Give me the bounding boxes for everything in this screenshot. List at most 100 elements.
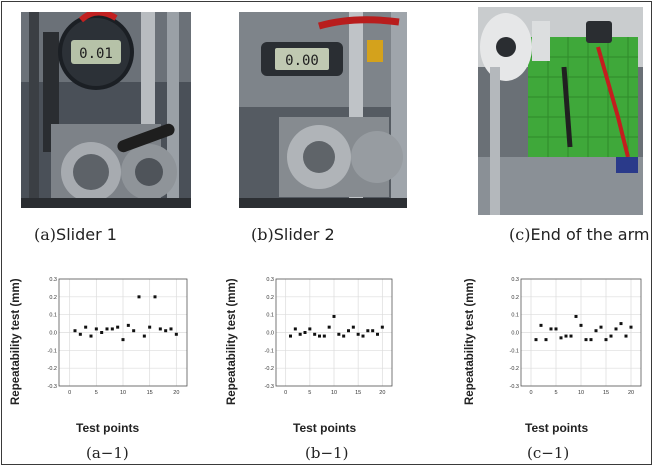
caption-c-label: End of the arm: [530, 225, 650, 244]
chart-b1-xlabel: Test points: [293, 421, 357, 435]
y-tick-label: -0.1: [48, 348, 57, 354]
chart-b1-tag: (b−1): [305, 444, 349, 462]
data-point: [164, 329, 168, 333]
y-tick-label: -0.3: [265, 384, 274, 390]
data-point: [169, 327, 173, 331]
caption-b-label: Slider 2: [273, 225, 335, 244]
data-point: [342, 334, 346, 338]
photo-slider-1: 0.01: [21, 12, 191, 208]
y-tick-label: 0.3: [49, 277, 57, 283]
chart-b1-svg: -0.3 -0.2 -0.1 0.0 0.1 0.2 0.3 0 5 10 15 20: [265, 277, 393, 396]
x-tick-label: 5: [554, 390, 557, 396]
data-point: [599, 325, 603, 329]
y-tick-label: -0.2: [48, 366, 57, 372]
chart-c1-tag: (c−1): [527, 444, 570, 462]
y-tick-label: 0.0: [511, 331, 519, 337]
chart-c1-xlabel: Test points: [525, 421, 589, 435]
chart-c1-ylabel: Repeatability test (mm): [464, 278, 476, 405]
photo-end-of-arm: [478, 7, 643, 215]
chart-c1-svg: -0.3 -0.2 -0.1 0.0 0.1 0.2 0.3 0 5 10 15 20: [510, 277, 642, 396]
plot-frame: [275, 278, 393, 387]
x-tick-label: 0: [529, 390, 532, 396]
y-tick-label: -0.2: [265, 366, 274, 372]
data-point: [534, 338, 538, 342]
caption-a: (a)Slider 1: [34, 225, 117, 244]
data-point: [289, 334, 292, 338]
x-tick-label: 15: [147, 390, 153, 396]
x-tick-label: 10: [120, 390, 126, 396]
y-tick-label: 0.1: [511, 313, 519, 319]
caption-a-label: Slider 1: [56, 225, 117, 244]
data-point: [158, 327, 162, 331]
caption-b-tag: (b): [251, 225, 274, 244]
data-point: [624, 334, 628, 338]
chart-a1-tag: (a−1): [86, 444, 129, 462]
data-point: [371, 329, 375, 333]
x-tick-label: 20: [173, 390, 179, 396]
data-point: [549, 327, 553, 331]
caption-b: (b)Slider 2: [251, 225, 335, 244]
data-point: [361, 334, 365, 338]
data-point: [376, 332, 379, 336]
data-point: [73, 329, 77, 333]
x-tick-label: 10: [331, 390, 337, 396]
data-point: [629, 325, 633, 329]
data-point: [380, 325, 384, 329]
data-point: [351, 325, 355, 329]
data-point: [78, 332, 82, 336]
caption-c-tag: (c): [509, 225, 531, 244]
x-tick-label: 0: [284, 390, 287, 396]
x-tick-label: 0: [68, 390, 71, 396]
data-point: [318, 334, 321, 338]
data-point: [142, 334, 146, 338]
y-tick-label: 0.0: [266, 331, 274, 337]
data-point: [322, 334, 326, 338]
data-point: [308, 327, 312, 331]
data-point: [174, 332, 178, 336]
y-tick-label: 0.1: [266, 313, 274, 319]
data-point: [347, 329, 350, 333]
data-point: [579, 323, 583, 327]
chart-a1-svg: -0.3 -0.2 -0.1 0.0 0.1 0.2 0.3 0 5 10 15 20: [48, 277, 188, 396]
y-tick-label: -0.2: [510, 366, 519, 372]
x-tick-label: 20: [628, 390, 634, 396]
y-tick-label: -0.1: [510, 348, 519, 354]
data-point: [609, 334, 613, 338]
data-point: [544, 338, 548, 342]
data-point: [327, 325, 331, 329]
data-point: [589, 338, 593, 342]
data-point: [105, 327, 109, 331]
data-point: [584, 338, 588, 342]
data-point: [84, 325, 88, 329]
data-point: [569, 334, 573, 338]
data-point: [332, 314, 336, 318]
data-point: [137, 295, 141, 299]
caption-a-tag: (a): [34, 225, 57, 244]
y-tick-label: 0.3: [266, 277, 274, 283]
y-tick-label: 0.0: [49, 331, 57, 337]
data-point: [337, 332, 341, 336]
data-point: [153, 295, 157, 299]
x-tick-label: 5: [95, 390, 98, 396]
data-point: [303, 331, 307, 334]
y-tick-label: 0.2: [266, 295, 274, 301]
caption-c: (c)End of the arm: [509, 225, 649, 244]
data-point: [559, 336, 563, 340]
chart-c1: -0.3 -0.2 -0.1 0.0 0.1 0.2 0.3 0 5 10 15 20: [505, 276, 643, 400]
y-tick-label: -0.3: [510, 384, 519, 390]
gauge-reading-b: 0.00: [285, 53, 319, 69]
data-point: [94, 327, 98, 331]
data-point: [356, 332, 360, 336]
x-tick-label: 15: [603, 390, 609, 396]
data-point: [574, 314, 578, 318]
y-tick-label: 0.2: [511, 295, 519, 301]
data-point: [614, 327, 618, 331]
y-tick-label: 0.1: [49, 313, 57, 319]
data-point: [110, 327, 114, 331]
chart-a1-xlabel: Test points: [76, 421, 140, 435]
data-point: [298, 332, 302, 336]
chart-a1: -0.3 -0.2 -0.1 0.0 0.1 0.2 0.3 0 5 10 15 20: [43, 276, 189, 400]
data-point: [554, 327, 558, 331]
chart-b1-ylabel: Repeatability test (mm): [226, 278, 238, 405]
